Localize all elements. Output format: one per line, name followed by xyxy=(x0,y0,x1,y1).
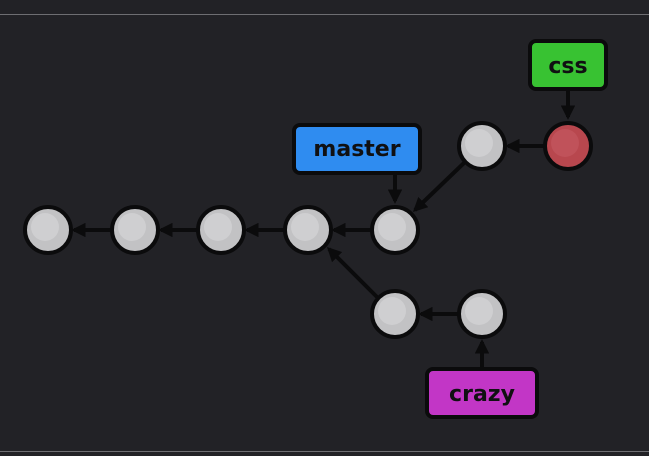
css-label-box xyxy=(528,39,608,91)
bottom-divider xyxy=(0,451,649,452)
branch-pointers xyxy=(387,89,576,369)
commit-node[interactable] xyxy=(457,121,507,171)
commit-node[interactable] xyxy=(196,205,246,255)
commit-node[interactable] xyxy=(23,205,73,255)
edge-c8-to-c4 xyxy=(326,246,379,299)
crazy-label-box xyxy=(425,367,539,419)
crazy-label-text: crazy xyxy=(449,382,515,407)
commit-node-head[interactable] xyxy=(543,121,593,171)
commit-node[interactable] xyxy=(370,289,420,339)
top-divider xyxy=(0,14,649,15)
branch-label-css[interactable]: css xyxy=(528,39,608,91)
commit-node[interactable] xyxy=(457,289,507,339)
commit-node[interactable] xyxy=(283,205,333,255)
master-label-text: master xyxy=(313,137,400,162)
commits xyxy=(23,121,593,339)
commit-node[interactable] xyxy=(110,205,160,255)
branch-label-master[interactable]: master xyxy=(292,123,422,175)
edge-c6-to-c5 xyxy=(412,160,467,212)
commit-edges xyxy=(71,138,545,322)
commit-node[interactable] xyxy=(370,205,420,255)
branch-label-crazy[interactable]: crazy xyxy=(425,367,539,419)
css-label-text: css xyxy=(548,54,587,79)
master-label-box xyxy=(292,123,422,175)
